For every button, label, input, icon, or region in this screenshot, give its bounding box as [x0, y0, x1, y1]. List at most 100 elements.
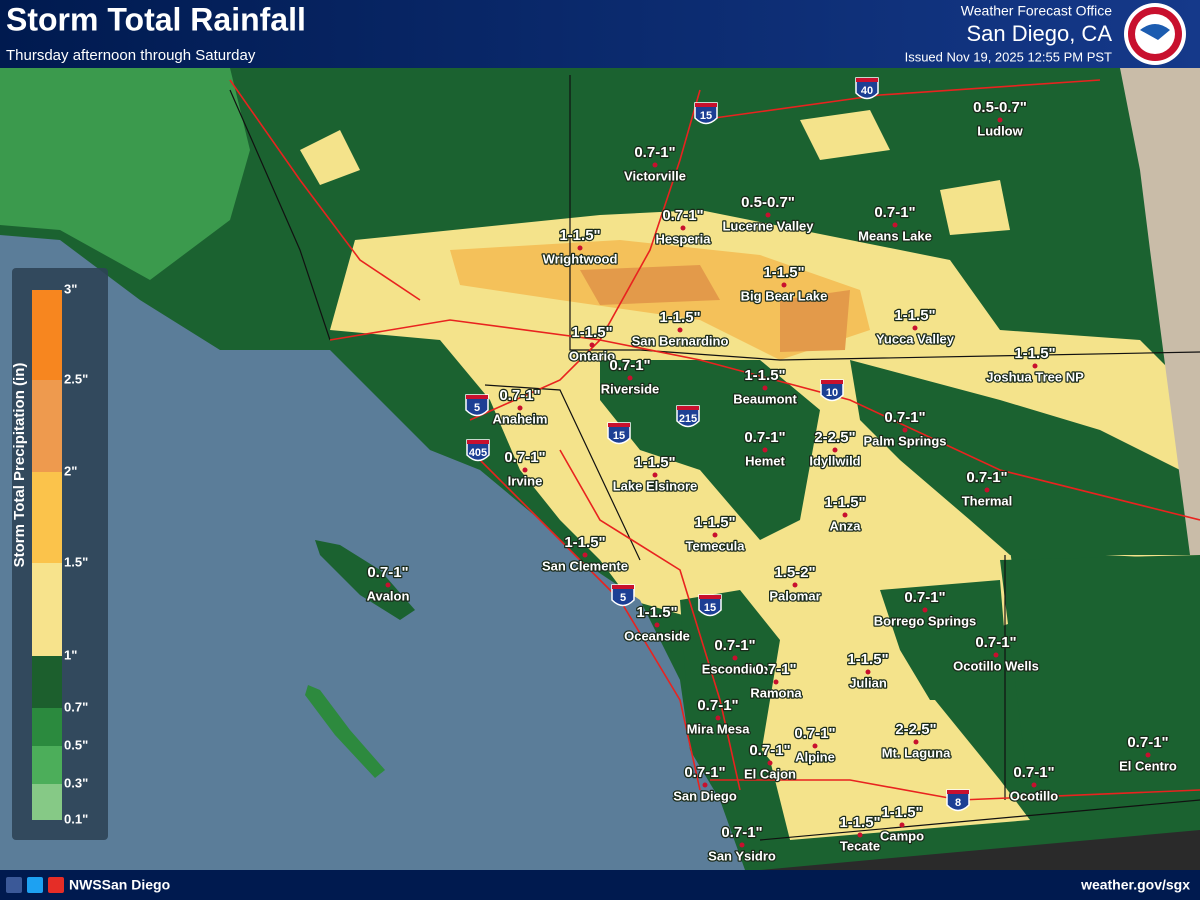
location-name: Wrightwood [543, 251, 618, 266]
legend-label: 2" [64, 463, 77, 478]
location-dot [582, 552, 588, 558]
location-dot [732, 655, 738, 661]
header-bar [0, 0, 1200, 68]
highway-shield-top [947, 790, 969, 794]
rainfall-amount: 0.7-1" [721, 824, 762, 841]
subtitle: Thursday afternoon through Saturday [6, 47, 256, 64]
rainfall-amount: 0.7-1" [684, 764, 725, 781]
rainfall-amount: 1-1.5" [744, 367, 785, 384]
rainfall-amount: 0.7-1" [714, 637, 755, 654]
location-dot [922, 607, 928, 613]
location-name: Temecula [685, 538, 745, 553]
rainfall-amount: 2-2.5" [895, 721, 936, 738]
legend-label: 2.5" [64, 371, 88, 386]
location-name: Campo [880, 828, 924, 843]
green-area [880, 580, 1010, 700]
highway-shield [694, 102, 718, 125]
highway-number: 15 [704, 602, 716, 614]
rainfall-amount: 1-1.5" [559, 227, 600, 244]
rainfall-amount: 0.7-1" [755, 661, 796, 678]
location-dot [712, 532, 718, 538]
highway-number: 40 [861, 85, 873, 97]
location-dot [767, 760, 773, 766]
highway-number: 15 [613, 430, 625, 442]
orange-area [780, 290, 850, 352]
youtube-icon[interactable] [48, 877, 64, 893]
location-name: Mira Mesa [687, 721, 751, 736]
location-name: Beaumont [733, 391, 797, 406]
highway-shield [855, 77, 879, 100]
location-dot [1145, 752, 1151, 758]
location-name: Idyllwild [809, 453, 860, 468]
location-name: Palm Springs [863, 433, 946, 448]
legend-swatch [32, 380, 62, 472]
location-name: Julian [849, 675, 887, 690]
location-name: San Diego [673, 788, 737, 803]
location-name: Hesperia [656, 231, 712, 246]
location-name: Ocotillo [1010, 788, 1058, 803]
highway-shield-top [608, 423, 630, 427]
location-name: Escondido [702, 661, 769, 676]
ocean [0, 235, 745, 870]
highway-shield [466, 439, 490, 462]
location-dot [892, 222, 898, 228]
location-name: Alpine [795, 749, 835, 764]
location-name: Tecate [840, 838, 880, 853]
location-dot [654, 622, 660, 628]
location-name: San Clemente [542, 558, 628, 573]
location-dot [765, 212, 771, 218]
location-name: Anaheim [493, 411, 548, 426]
location-dot [997, 117, 1003, 123]
legend-label: 0.5" [64, 737, 88, 752]
yellow-area [800, 110, 890, 160]
highway-shield-top [467, 440, 489, 444]
highway-shield-top [466, 395, 488, 399]
location-dot [899, 822, 905, 828]
footer-bar [0, 870, 1200, 900]
road [469, 89, 701, 421]
highway-number: 215 [679, 413, 697, 425]
rainfall-amount: 1-1.5" [881, 804, 922, 821]
location-dot [781, 282, 787, 288]
location-dot [902, 427, 908, 433]
location-name: Victorville [624, 168, 686, 183]
county-line [484, 384, 641, 561]
highway-shield [465, 394, 489, 417]
rainfall-amount: 1-1.5" [564, 534, 605, 551]
rainfall-amount: 1-1.5" [694, 514, 735, 531]
location-dot [857, 832, 863, 838]
location-dot [993, 652, 999, 658]
rainfall-amount: 0.7-1" [609, 357, 650, 374]
website[interactable]: weather.gov/sgx [1080, 877, 1190, 893]
title: Storm Total Rainfall [6, 1, 306, 37]
location-dot [1032, 363, 1038, 369]
rainfall-amount: 0.7-1" [1127, 734, 1168, 751]
rainfall-amount: 0.7-1" [367, 564, 408, 581]
nws-logo-symbol [1140, 24, 1170, 40]
twitter-icon[interactable] [27, 877, 43, 893]
rainfall-amount: 0.7-1" [1013, 764, 1054, 781]
facebook-icon[interactable] [6, 877, 22, 893]
location-name: Big Bear Lake [741, 288, 828, 303]
location-dot [589, 342, 595, 348]
rainfall-amount: 1-1.5" [839, 814, 880, 831]
location-name: El Centro [1119, 758, 1177, 773]
location-name: Lucerne Valley [722, 218, 814, 233]
legend-title: Storm Total Precipitation (in) [11, 363, 28, 568]
county-line [229, 89, 331, 341]
rainfall-amount: 1-1.5" [1014, 345, 1055, 362]
location-dot [677, 327, 683, 333]
border [759, 799, 1200, 841]
legend-swatch [32, 784, 62, 820]
location-dot [812, 743, 818, 749]
rainfall-amount: 1-1.5" [894, 307, 935, 324]
legend-swatch [32, 708, 62, 746]
rainfall-amount: 0.7-1" [904, 589, 945, 606]
highway-number: 405 [469, 447, 487, 459]
highway-shield-top [677, 406, 699, 410]
highway-shield-top [695, 103, 717, 107]
highway-shield-top [612, 585, 634, 589]
location-dot [842, 512, 848, 518]
orange-area [580, 265, 720, 305]
